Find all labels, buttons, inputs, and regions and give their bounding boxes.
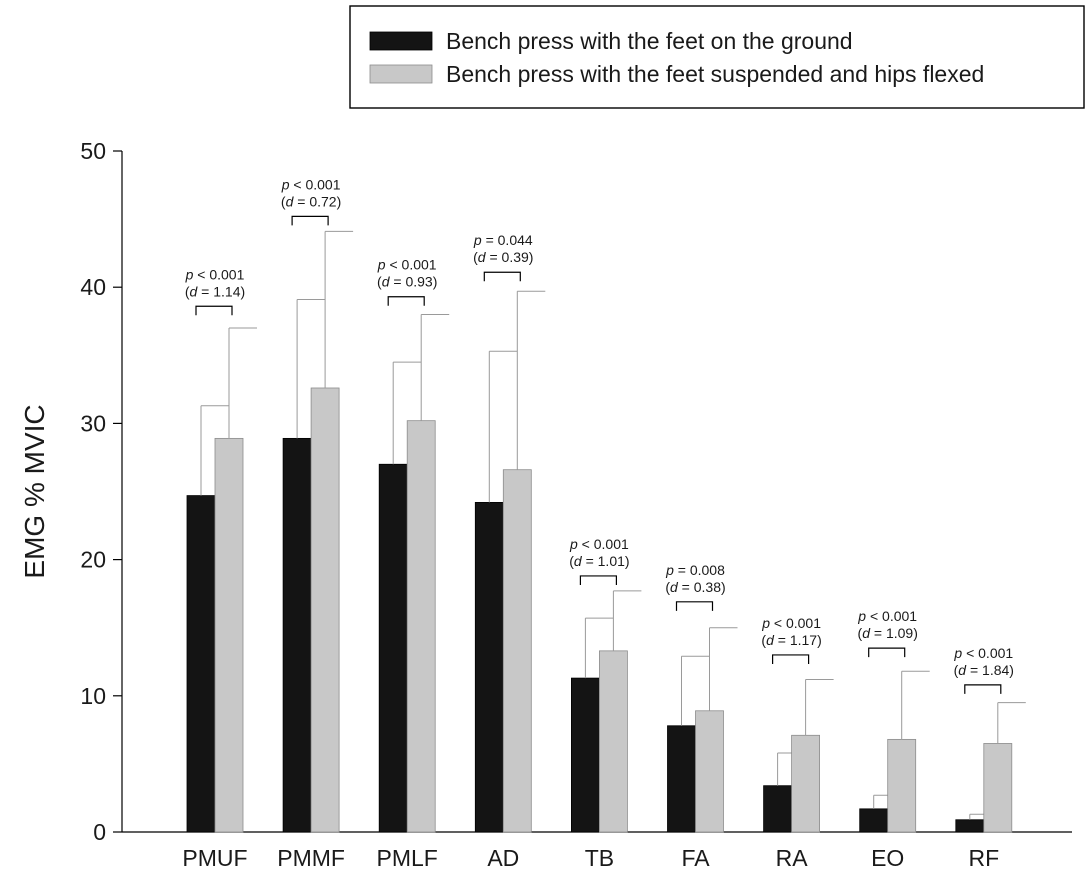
bar-rf-series-1 [955,819,985,833]
legend-label-1: Bench press with the feet on the ground [446,28,853,54]
error-bar-pmmf-series-2 [324,230,354,388]
error-bar-ad-series-2 [516,290,546,470]
x-tick-label: EO [871,845,904,871]
bar-ad-series-1 [474,501,504,833]
significance-bracket-pmuf [195,305,233,316]
p-value-label: p = 0.008 [665,562,725,578]
legend-swatch-2 [369,64,433,84]
error-bar-rf-series-2 [997,702,1026,744]
p-value-label: p < 0.001 [569,536,629,552]
y-tick-label: 30 [80,410,106,436]
bar-eo-series-2 [887,738,917,833]
bar-pmuf-series-1 [186,495,216,833]
error-bar-fa-series-1 [681,655,710,726]
significance-annotations: p < 0.001(d = 1.14)p < 0.001(d = 0.72)p … [185,176,1014,694]
x-tick-label: PMUF [182,845,247,871]
x-tick-label: RF [968,845,999,871]
effect-size-label: (d = 1.09) [858,625,918,641]
x-tick-label: RA [776,845,809,871]
bar-pmlf-series-1 [378,463,408,833]
significance-bracket-ad [483,271,521,282]
legend-label-2: Bench press with the feet suspended and … [446,61,984,87]
bar-pmmf-series-2 [310,387,340,833]
p-value-label: p < 0.001 [761,615,821,631]
bar-pmmf-series-1 [282,437,312,833]
error-bar-tb-series-1 [584,617,614,679]
error-bar-pmuf-series-2 [228,327,257,439]
y-tick-label: 50 [80,138,106,164]
bar-ad-series-2 [502,469,532,833]
error-bar-pmlf-series-2 [420,313,450,421]
effect-size-label: (d = 0.38) [665,579,725,595]
significance-bracket-pmmf [291,215,329,226]
significance-bracket-rf [964,684,1002,694]
significance-bracket-pmlf [387,296,425,306]
effect-size-label: (d = 1.14) [185,283,245,299]
bar-rf-series-2 [983,743,1013,833]
y-tick-label: 40 [80,274,106,300]
bar-pmlf-series-2 [406,420,436,833]
effect-size-label: (d = 1.84) [954,662,1014,678]
p-value-label: p < 0.001 [281,176,341,192]
error-bar-ad-series-1 [488,350,518,503]
y-axis-label: EMG % MVIC [19,404,50,578]
x-tick-label: AD [487,845,519,871]
error-bar-fa-series-2 [709,627,738,711]
x-tick-label: PMLF [377,845,438,871]
error-bar-ra-series-2 [805,678,834,736]
bar-tb-series-2 [599,650,628,833]
effect-size-label: (d = 0.72) [281,193,341,209]
significance-bracket-ra [772,654,810,664]
error-bar-pmlf-series-1 [392,361,422,465]
p-value-label: p < 0.001 [953,645,1013,661]
effect-size-label: (d = 1.01) [569,553,629,569]
y-tick-label: 0 [93,819,106,845]
y-tick-label: 10 [80,683,106,709]
effect-size-label: (d = 1.17) [761,632,821,648]
significance-bracket-eo [868,647,906,658]
bar-marks [186,230,1026,833]
y-tick-label: 20 [80,547,106,573]
bar-pmuf-series-2 [214,437,244,833]
x-tick-label: PMMF [277,845,345,871]
x-tick-label: FA [681,845,710,871]
bar-tb-series-1 [571,677,600,833]
error-bar-pmuf-series-1 [200,405,229,496]
error-bar-pmmf-series-1 [296,298,326,439]
p-value-label: p = 0.044 [473,232,533,248]
bar-ra-series-2 [791,734,820,833]
bar-fa-series-1 [667,725,696,833]
x-axis: PMUF PMMF PMLF AD TB FA RA EO RF [122,831,1072,871]
legend: Bench press with the feet on the ground B… [349,5,1085,109]
bar-fa-series-2 [695,710,724,833]
p-value-label: p < 0.001 [377,257,437,273]
legend-swatch-1 [369,31,433,51]
x-tick-label: TB [585,845,614,871]
effect-size-label: (d = 0.39) [473,249,533,265]
bar-eo-series-1 [859,808,889,833]
p-value-label: p < 0.001 [185,266,245,282]
p-value-label: p < 0.001 [857,608,917,624]
significance-bracket-fa [675,601,714,611]
effect-size-label: (d = 0.93) [377,274,437,290]
error-bar-tb-series-2 [612,590,642,651]
legend-frame [349,5,1085,109]
y-axis: 0 10 20 30 40 50 [80,138,123,845]
error-bar-eo-series-2 [901,670,930,740]
significance-bracket-tb [579,575,617,585]
bar-ra-series-1 [763,785,792,833]
